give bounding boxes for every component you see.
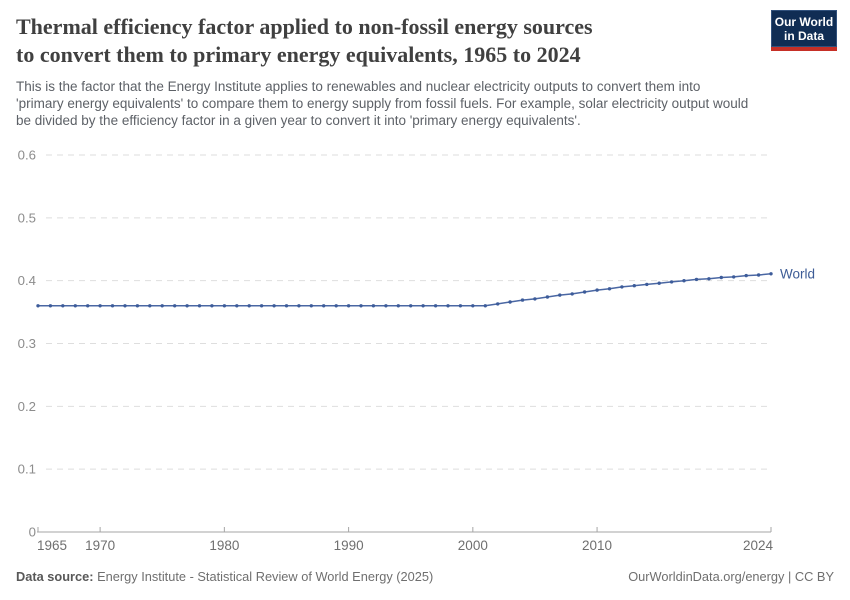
series-line[interactable]: [38, 273, 772, 307]
data-point-marker[interactable]: [210, 304, 214, 308]
data-point-marker[interactable]: [520, 298, 525, 302]
y-axis-tick-label: 0.6: [18, 148, 36, 163]
chart-subtitle-line: This is the factor that the Energy Insti…: [16, 79, 701, 94]
chart-subtitle-line: be divided by the efficiency factor in a…: [16, 113, 581, 128]
owid-logo-line2: in Data: [783, 29, 824, 43]
data-point-marker[interactable]: [235, 304, 239, 308]
x-axis-tick-label: 2000: [458, 538, 488, 553]
data-point-marker[interactable]: [458, 304, 463, 308]
data-point-marker[interactable]: [334, 304, 338, 308]
x-axis-tick-label: 1980: [209, 538, 239, 553]
data-point-marker[interactable]: [371, 304, 376, 308]
header: Thermal efficiency factor applied to non…: [16, 10, 837, 129]
data-point-marker[interactable]: [769, 272, 773, 276]
data-point-marker[interactable]: [384, 304, 388, 308]
data-point-marker[interactable]: [359, 304, 363, 308]
data-point-marker[interactable]: [545, 295, 550, 299]
y-axis-tick-label: 0.1: [18, 462, 36, 477]
data-point-marker[interactable]: [322, 304, 326, 308]
data-point-marker[interactable]: [148, 304, 152, 308]
data-point-marker[interactable]: [570, 292, 574, 296]
data-point-marker[interactable]: [533, 297, 537, 301]
y-axis-tick-label: 0.2: [18, 399, 36, 414]
data-point-marker[interactable]: [732, 275, 736, 279]
data-point-marker[interactable]: [86, 304, 90, 308]
data-point-marker[interactable]: [582, 290, 587, 294]
data-point-marker[interactable]: [595, 288, 599, 292]
owid-logo[interactable]: Our World in Data: [771, 10, 837, 51]
data-point-marker[interactable]: [48, 304, 53, 308]
data-point-marker[interactable]: [433, 304, 438, 308]
x-axis-tick-label: 1965: [37, 538, 67, 553]
data-point-marker[interactable]: [272, 304, 276, 308]
chart-subtitle: This is the factor that the Energy Insti…: [16, 78, 834, 129]
data-point-marker[interactable]: [409, 304, 413, 308]
data-point-marker[interactable]: [607, 287, 612, 291]
data-point-marker[interactable]: [284, 304, 289, 308]
line-chart[interactable]: 0 0.1 0.2 0.3 0.4 0.5 0.6 1965 1970 1980 1990 2000 2…: [0, 140, 850, 560]
owid-logo-line1: Our World: [774, 15, 834, 29]
data-source: Data source: Energy Institute - Statisti…: [16, 569, 433, 585]
data-source-label: Data source:: [16, 569, 94, 584]
data-point-marker[interactable]: [483, 304, 487, 308]
data-point-marker[interactable]: [247, 304, 251, 308]
data-point-marker[interactable]: [620, 285, 624, 289]
chart-title-line: to convert them to primary energy equiva…: [16, 42, 581, 67]
data-point-marker[interactable]: [471, 304, 475, 308]
data-source-value: Energy Institute - Statistical Review of…: [97, 569, 434, 584]
data-point-marker[interactable]: [197, 304, 202, 308]
y-axis-tick-label: 0.5: [18, 210, 36, 225]
series-end-label[interactable]: World: [780, 266, 815, 281]
data-point-marker[interactable]: [446, 304, 450, 308]
data-point-marker[interactable]: [682, 279, 686, 283]
data-point-marker[interactable]: [756, 273, 761, 277]
y-axis-tick-label: 0.3: [18, 336, 36, 351]
x-axis-tick-label: 2010: [582, 538, 612, 553]
series-world[interactable]: World: [36, 266, 815, 308]
x-axis-tick-label: 1990: [334, 538, 364, 553]
data-point-marker[interactable]: [123, 304, 127, 308]
data-point-marker[interactable]: [73, 304, 78, 308]
chart-title-line: Thermal efficiency factor applied to non…: [16, 14, 593, 39]
data-point-marker[interactable]: [657, 281, 661, 285]
data-point-marker[interactable]: [421, 304, 425, 308]
chart-title: Thermal efficiency factor applied to non…: [16, 13, 834, 69]
data-point-marker[interactable]: [173, 304, 177, 308]
data-point-marker[interactable]: [346, 304, 351, 308]
data-point-marker[interactable]: [558, 293, 562, 297]
x-axis-tick-label: 2024: [743, 538, 774, 553]
y-axis-tick-label: 0.4: [18, 273, 36, 288]
chart-subtitle-line: 'primary energy equivalents' to compare …: [16, 96, 749, 111]
data-point-marker[interactable]: [222, 304, 227, 308]
attribution-link[interactable]: OurWorldinData.org/energy | CC BY: [628, 569, 834, 584]
footer: Data source: Energy Institute - Statisti…: [16, 569, 834, 585]
data-point-marker[interactable]: [744, 273, 748, 278]
y-axis-tick-label: 0: [29, 525, 36, 540]
data-point-marker[interactable]: [110, 304, 115, 308]
data-point-marker[interactable]: [707, 277, 711, 281]
data-point-marker[interactable]: [98, 304, 102, 308]
data-point-marker[interactable]: [61, 304, 65, 308]
data-point-marker[interactable]: [645, 282, 649, 287]
data-point-marker[interactable]: [160, 304, 164, 308]
data-point-marker[interactable]: [135, 304, 140, 308]
data-point-marker[interactable]: [508, 300, 512, 304]
x-axis-tick-label: 1970: [85, 538, 115, 553]
data-point-marker[interactable]: [309, 304, 313, 308]
owid-logo-red-bar: [771, 47, 837, 51]
data-point-marker[interactable]: [36, 304, 40, 308]
data-point-marker[interactable]: [719, 275, 723, 280]
data-point-marker[interactable]: [496, 302, 500, 306]
data-point-marker[interactable]: [185, 304, 189, 308]
data-point-marker[interactable]: [669, 280, 674, 284]
data-point-marker[interactable]: [259, 304, 264, 308]
data-point-marker[interactable]: [297, 304, 301, 308]
data-point-marker[interactable]: [694, 277, 699, 282]
owid-logo-text: Our World in Data: [771, 10, 837, 47]
data-point-marker[interactable]: [632, 284, 636, 288]
chart-svg[interactable]: 0 0.1 0.2 0.3 0.4 0.5 0.6 1965 1970 1980 1990 2000 2…: [0, 140, 850, 560]
data-point-marker[interactable]: [396, 304, 400, 308]
